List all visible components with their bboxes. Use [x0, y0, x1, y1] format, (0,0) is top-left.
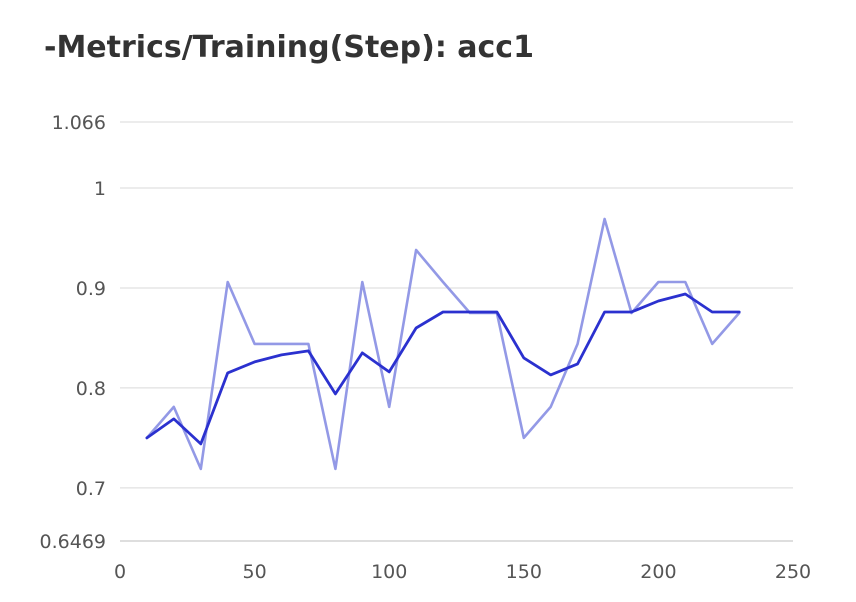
x-tick-label: 50: [243, 561, 267, 583]
y-tick-label: 0.6469: [40, 531, 106, 553]
x-tick-label: 200: [640, 561, 676, 583]
y-tick-label: 0.8: [76, 378, 106, 400]
series-line-raw: [145, 217, 741, 471]
x-axis-ticks: 0 50 100 150 200 250: [114, 561, 811, 583]
y-tick-label: 0.7: [76, 478, 106, 500]
x-tick-label: 100: [371, 561, 407, 583]
y-tick-label: 1.066: [52, 112, 106, 134]
series-line-smoothed: [145, 292, 741, 446]
x-tick-label: 0: [114, 561, 126, 583]
y-tick-label: 0.9: [76, 278, 106, 300]
x-tick-label: 150: [506, 561, 542, 583]
chart-title: -Metrics/Training(Step): acc1: [44, 30, 534, 65]
y-axis-ticks: 1.066 1 0.9 0.8 0.7 0.6469: [40, 112, 106, 553]
series-lines: [145, 217, 741, 471]
x-tick-label: 250: [775, 561, 811, 583]
grid-lines: [120, 121, 793, 542]
y-tick-label: 1: [94, 178, 106, 200]
